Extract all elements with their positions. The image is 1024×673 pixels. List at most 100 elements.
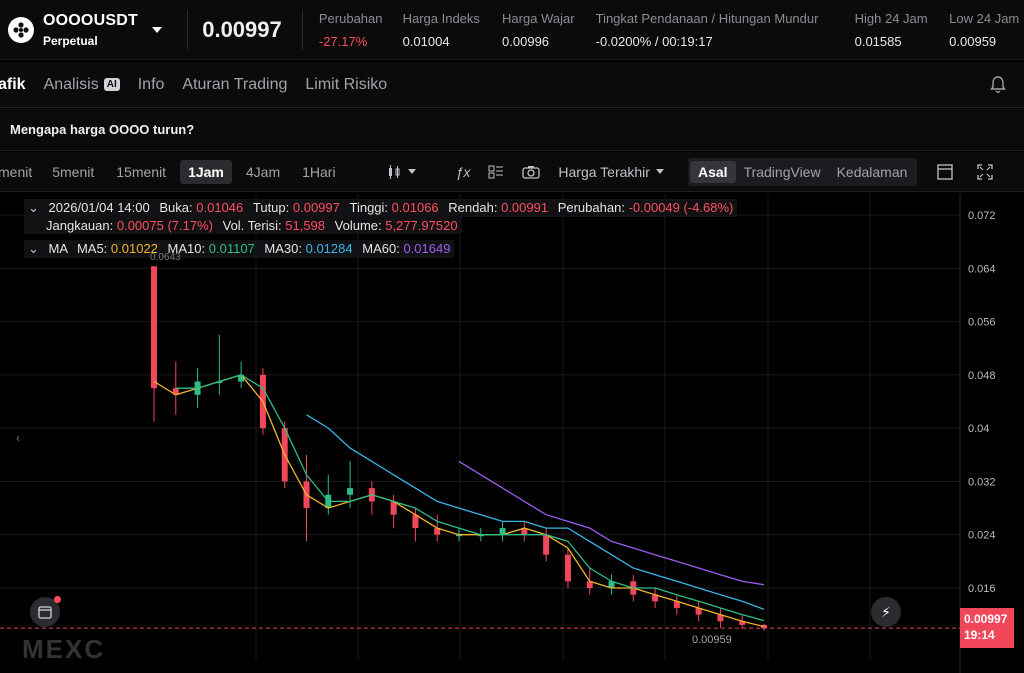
candle-body [390,501,397,515]
stat-value: -0.0200% / 00:19:17 [595,33,713,49]
legend-high: 0.01066 [391,200,439,215]
y-tick-label: 0.016 [968,583,996,595]
legend-ma30: 0.01284 [305,241,353,256]
window-icon[interactable] [937,163,954,180]
y-tick-label: 0.032 [968,476,996,488]
stat-index-price: Harga Indeks 0.01004 [403,11,502,49]
price-type-dropdown[interactable]: Harga Terakhir [558,164,664,180]
candle-body [434,528,441,535]
divider [301,9,303,50]
chevron-down-icon[interactable] [151,26,162,33]
timeframe-1m[interactable]: menit [0,163,33,180]
tab-analysis[interactable]: Analisis AI [44,76,120,94]
layout-icon[interactable] [488,165,504,179]
timeframe-1h[interactable]: 1Jam [180,159,232,184]
legend-open: 0.01046 [196,200,244,215]
chevron-down-icon [655,169,664,174]
symbol-name: OOOOUSDT [43,11,138,29]
view-tradingview[interactable]: TradingView [743,163,821,180]
collapse-icon[interactable]: ⌄ [28,241,39,256]
stat-funding-rate[interactable]: Tingkat Pendanaan / Hitungan Mundur -0.0… [596,11,855,49]
indicator-fx-icon[interactable]: ƒx [455,163,471,180]
legend-label: MA30: [264,241,302,256]
camera-icon[interactable] [522,165,541,179]
mexc-watermark: MEXC [22,634,106,664]
bell-icon[interactable] [990,76,1006,94]
candle-body [216,381,223,384]
candle-body [739,621,746,625]
y-tick-label: 0.064 [968,263,996,275]
coin-logo-icon [8,16,34,43]
symbol-selector[interactable]: OOOOUSDT Perpetual [0,0,187,59]
timeframe-15m[interactable]: 15menit [116,163,167,180]
collapse-sidebar-icon[interactable]: ‹ [16,431,20,445]
legend-volume: 5,277.97520 [385,218,458,233]
quick-trade-button[interactable]: ⚡ [871,597,901,627]
candlestick-chart[interactable]: 0.072 0.064 0.056 0.048 0.04 0.032 0.024 0.016 [0,194,1024,673]
candle-body [347,488,354,495]
candle-body [652,594,659,602]
countdown-value: 19:14 [964,628,995,642]
legend-label: Tinggi: [349,200,389,215]
legend-label: Jangkauan: [46,218,114,233]
last-price: 0.00997 [202,16,282,42]
ma-label: MA [48,241,68,256]
calendar-button[interactable] [30,596,61,627]
collapse-icon[interactable]: ⌄ [28,200,39,215]
candle-type-icon[interactable] [386,164,416,180]
contract-type: Perpetual [43,33,98,48]
candle-body [586,581,593,588]
stat-value: 0.01004 [402,33,450,49]
tab-chart[interactable]: afik [0,75,26,93]
candle-body [151,266,157,389]
legend-label: Rendah: [448,200,498,215]
price-chart[interactable]: 0.072 0.064 0.056 0.048 0.04 0.032 0.024 0.016 … [0,194,1024,673]
divider [187,9,189,50]
stat-fair-price: Harga Wajar 0.00996 [502,11,596,49]
ma-legend: ⌄ MA MA5: 0.01022 MA10: 0.01107 MA30: 0.… [24,240,455,258]
legend-ma5: 0.01022 [110,241,158,256]
candle-body [172,388,179,395]
legend-ma10: 0.01107 [208,241,255,256]
legend-date: 2026/01/04 14:00 [48,200,150,215]
tab-label: Analisis [43,75,99,93]
legend-label: MA5: [76,241,108,256]
low-marker-label: 0.00959 [692,634,732,646]
legend-label: Volume: [334,218,382,233]
legend-vol: 51,598 [285,218,326,233]
ma-line-ma5 [153,374,765,628]
legend-label: Tutup: [252,200,290,215]
legend-ma60: 0.01649 [403,241,451,256]
stat-high-24h: High 24 Jam 0.01585 [855,11,950,49]
stat-label: Harga Indeks [402,10,480,26]
current-price-tag: 0.00997 19:14 [960,608,1014,648]
stat-value: 0.01585 [854,33,902,49]
candle-body [717,614,724,622]
legend-close: 0.00997 [292,200,340,215]
tab-info[interactable]: Info [137,75,165,93]
tab-risk-limit[interactable]: Limit Risiko [305,75,388,93]
tab-trading-rules[interactable]: Aturan Trading [182,75,288,93]
ma-line-ma60 [458,460,765,586]
stat-label: Perubahan [318,10,383,26]
view-original[interactable]: Asal [689,160,736,183]
ma-line-ma30 [306,414,765,610]
fullscreen-icon[interactable] [977,163,994,180]
candle-body [608,581,615,588]
view-depth[interactable]: Kedalaman [836,163,908,180]
notification-dot [54,596,61,603]
ai-question-text: Mengapa harga OOOO turun? [10,122,195,137]
ai-question-row[interactable]: Mengapa harga OOOO turun? [0,109,1024,151]
candle-body [695,607,702,615]
view-switcher: Asal TradingView Kedalaman [687,157,918,186]
timeframe-4h[interactable]: 4Jam [245,163,281,180]
candle-body [238,374,245,382]
timeframe-1d[interactable]: 1Hari [302,163,336,180]
timeframe-5m[interactable]: 5menit [52,163,95,180]
stat-low-24h: Low 24 Jam 0.00959 [949,11,1024,49]
y-tick-label: 0.072 [968,210,996,222]
stat-label: High 24 Jam [854,10,928,26]
candle-body [412,514,419,529]
legend-label: Vol. Terisi: [222,218,282,233]
stat-label: Tingkat Pendanaan / Hitungan Mundur [595,10,819,26]
